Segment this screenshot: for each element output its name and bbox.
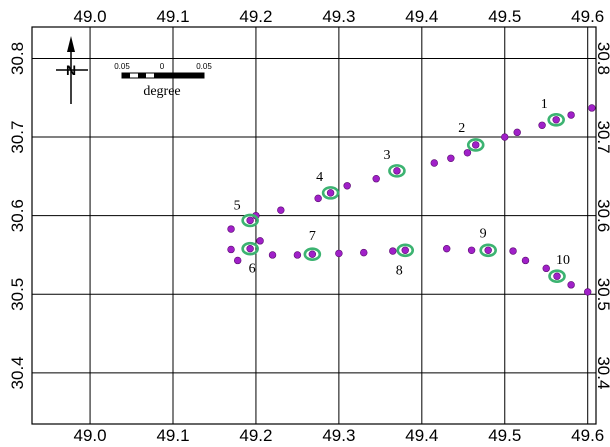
sample-point [227, 245, 235, 254]
station-ring [303, 247, 322, 261]
scale-label-center: 0 [160, 62, 165, 71]
station-ring [388, 164, 406, 178]
y-tick-label-left: 30.5 [8, 278, 27, 311]
x-tick-label-bottom: 49.6 [571, 426, 604, 442]
station-label: 8 [396, 263, 403, 278]
x-tick-label-top: 49.4 [405, 7, 438, 26]
station-point [401, 246, 409, 254]
sample-point [335, 249, 343, 258]
station-point [472, 141, 480, 149]
station-ring [466, 138, 485, 152]
y-tick-label-right: 30.4 [594, 356, 610, 389]
y-tick-label-right: 30.7 [594, 121, 610, 154]
station-ring [241, 213, 259, 228]
y-tick-label-left: 30.8 [8, 42, 27, 75]
sample-point [447, 154, 455, 162]
x-tick-label-top: 49.2 [239, 7, 272, 26]
station-ring [548, 269, 566, 284]
sample-point [314, 194, 322, 203]
x-tick-label-top: 49.6 [571, 7, 604, 26]
sample-point [463, 149, 472, 157]
x-tick-label-bottom: 49.2 [239, 426, 272, 442]
y-tick-label-left: 30.6 [8, 199, 27, 232]
station-point [484, 246, 492, 254]
north-arrow-letter: N [66, 62, 76, 78]
x-tick-label-top: 49.5 [488, 7, 521, 26]
station-label: 9 [480, 226, 487, 241]
stations: 1 2 3 4 5 6 7 8 9 10 [234, 97, 570, 284]
sample-point [513, 128, 521, 137]
y-tick-label-left: 30.7 [8, 121, 27, 154]
sample-point [256, 237, 264, 245]
station-label: 7 [309, 229, 316, 244]
sample-point [542, 264, 550, 273]
station-point [553, 272, 561, 280]
sample-point [360, 248, 368, 257]
sample-point [584, 288, 592, 296]
station-ring [396, 243, 415, 258]
x-tick-label-bottom: 49.4 [405, 426, 438, 442]
station-label: 1 [541, 97, 548, 112]
x-tick-label-bottom: 49.3 [322, 426, 355, 442]
tick-labels: 49.0 49.0 49.1 49.1 49.2 49.2 49.3 49.3 49.4 49.4… [8, 7, 610, 445]
sample-point [467, 246, 476, 254]
sample-point [588, 104, 596, 112]
sample-point [538, 121, 546, 129]
x-tick-label-top: 49.1 [156, 7, 189, 26]
scale-label-right: 0.05 [196, 62, 212, 71]
sample-point [389, 247, 397, 255]
y-tick-label-left: 30.4 [8, 356, 27, 389]
graticule [32, 27, 596, 424]
station-point [552, 116, 560, 124]
station-ring [321, 186, 340, 200]
sample-point [501, 133, 509, 141]
station-ring [241, 241, 259, 256]
sample-point [372, 175, 380, 183]
station-label: 5 [234, 198, 241, 213]
scale-bar: 0.05 0 0.05 degree [114, 62, 212, 99]
sample-point [567, 111, 575, 119]
sample-point [443, 244, 451, 253]
station-ring [547, 112, 565, 127]
y-tick-label-right: 30.5 [594, 278, 610, 311]
sample-point [277, 206, 285, 214]
sample-point [521, 256, 530, 265]
station-label: 3 [383, 148, 390, 163]
station-ring [479, 243, 497, 258]
sample-point [430, 159, 438, 167]
sample-point [293, 251, 302, 259]
y-tick-label-right: 30.8 [594, 42, 610, 75]
station-point [308, 250, 317, 258]
sample-point [567, 281, 575, 289]
map-frame [31, 26, 597, 425]
station-label: 10 [556, 253, 570, 268]
north-arrow-icon: N [56, 36, 88, 104]
station-point [326, 189, 335, 197]
sample-points [227, 104, 596, 296]
station-label: 4 [316, 170, 323, 185]
sample-point [227, 225, 235, 233]
scale-unit-label: degree [143, 84, 180, 99]
x-tick-label-top: 49.3 [322, 7, 355, 26]
station-point [246, 216, 254, 225]
station-label: 6 [249, 262, 256, 277]
station-label: 2 [458, 121, 465, 136]
sample-point [233, 256, 242, 265]
x-tick-label-top: 49.0 [74, 7, 107, 26]
x-tick-label-bottom: 49.5 [488, 426, 521, 442]
station-point [393, 167, 401, 175]
sample-point [268, 251, 277, 259]
y-tick-label-right: 30.6 [594, 199, 610, 232]
x-tick-label-bottom: 49.0 [74, 426, 107, 442]
scale-label-left: 0.05 [114, 62, 130, 71]
sample-point [343, 182, 351, 190]
sample-point [509, 247, 517, 255]
x-tick-label-bottom: 49.1 [156, 426, 189, 442]
station-point [246, 244, 254, 253]
